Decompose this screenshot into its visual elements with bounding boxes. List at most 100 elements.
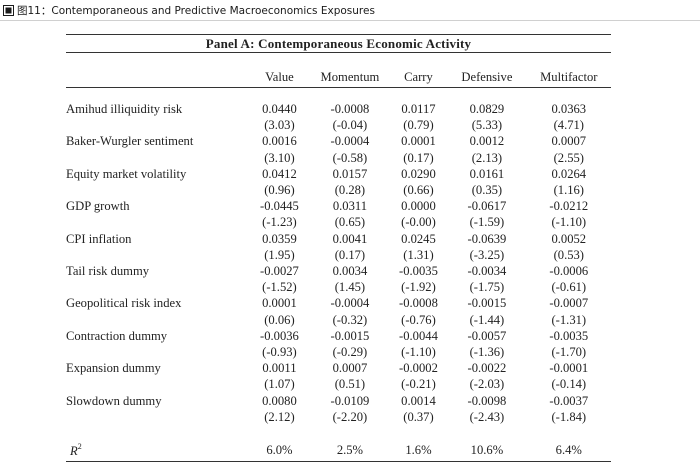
- tstat-cell: (-1.10): [401, 345, 436, 360]
- tstat-cell: (-1.70): [551, 345, 587, 360]
- tstat-row: (1.95) (0.17) (1.31) (-3.25) (0.53): [66, 247, 611, 263]
- coef-cell: -0.0001: [549, 361, 589, 376]
- tstat-cell: (-0.32): [332, 312, 368, 327]
- tstat-label-blank: [66, 182, 249, 198]
- coef-row: Tail risk dummy -0.0027 0.0034 -0.0035 -0.00…: [66, 263, 611, 279]
- row-label: CPI inflation: [66, 231, 132, 246]
- tstat-label-blank: [66, 312, 249, 328]
- spacer-row: [66, 425, 611, 438]
- coef-cell: -0.0022: [467, 361, 507, 376]
- coef-cell: -0.0109: [330, 393, 370, 408]
- panel-title: Panel A: Contemporaneous Economic Activi…: [66, 34, 611, 53]
- coef-cell: 0.0264: [551, 166, 587, 181]
- tstat-cell: (2.12): [264, 409, 295, 424]
- figure-title: 图11：Contemporaneous and Predictive Macro…: [17, 4, 375, 17]
- coef-cell: -0.0037: [549, 393, 589, 408]
- tstat-cell: (-1.31): [551, 312, 587, 327]
- coef-cell: 0.0161: [469, 166, 505, 181]
- coef-cell: 0.0440: [262, 102, 297, 116]
- coef-cell: -0.0035: [549, 328, 589, 343]
- coef-cell: -0.0027: [260, 264, 299, 279]
- tstat-cell: (5.33): [471, 118, 503, 133]
- r-squared-cell: 6.4%: [555, 442, 582, 457]
- tstat-cell: (0.65): [334, 215, 366, 230]
- tstat-row: (2.12) (-2.20) (0.37) (-2.43) (-1.84): [66, 409, 611, 425]
- tstat-cell: (-1.75): [469, 280, 505, 295]
- row-label: Equity market volatility: [66, 166, 187, 181]
- coef-cell: -0.0008: [330, 102, 370, 116]
- tstat-row: (-1.52) (1.45) (-1.92) (-1.75) (-0.61): [66, 279, 611, 295]
- tstat-cell: (1.95): [264, 247, 295, 262]
- tstat-cell: (4.71): [553, 118, 585, 133]
- coef-cell: 0.0007: [332, 361, 368, 376]
- tstat-cell: (-1.44): [469, 312, 505, 327]
- coef-row: Geopolitical risk index 0.0001 -0.0004 -0.0…: [66, 295, 611, 311]
- tstat-row: (3.03) (-0.04) (0.79) (5.33) (4.71): [66, 117, 611, 133]
- tstat-row: (-1.23) (0.65) (-0.00) (-1.59) (-1.10): [66, 214, 611, 230]
- tstat-cell: (3.03): [264, 118, 295, 133]
- tstat-cell: (-1.23): [262, 215, 297, 230]
- coef-cell: 0.0001: [262, 296, 297, 311]
- coef-cell: 0.0080: [262, 393, 297, 408]
- tstat-cell: (0.35): [471, 183, 503, 198]
- tstat-cell: (-0.04): [332, 118, 368, 133]
- tstat-cell: (-1.52): [262, 280, 297, 295]
- tstat-cell: (1.16): [553, 183, 585, 198]
- coef-cell: 0.0011: [262, 361, 297, 376]
- row-label: GDP growth: [66, 199, 130, 214]
- tstat-cell: (0.06): [264, 312, 295, 327]
- coef-cell: -0.0007: [549, 296, 589, 311]
- tstat-label-blank: [66, 376, 249, 392]
- coef-cell: 0.0034: [332, 264, 368, 279]
- tstat-row: (0.96) (0.28) (0.66) (0.35) (1.16): [66, 182, 611, 198]
- tstat-cell: (-0.14): [551, 377, 587, 392]
- coef-cell: -0.0015: [467, 296, 507, 311]
- column-header: Carry: [404, 70, 433, 84]
- r-squared-exponent: 2: [77, 442, 82, 452]
- coef-cell: -0.0004: [330, 134, 370, 149]
- tstat-cell: (0.37): [403, 409, 434, 424]
- tstat-cell: (-0.76): [401, 312, 436, 327]
- coef-cell: 0.0041: [332, 231, 368, 246]
- tstat-cell: (-0.21): [401, 377, 436, 392]
- column-header: Defensive: [461, 70, 513, 84]
- coef-cell: -0.0002: [399, 361, 438, 376]
- tstat-label-blank: [66, 247, 249, 263]
- column-header: Momentum: [320, 70, 380, 84]
- row-label: Contraction dummy: [66, 328, 168, 343]
- row-label: Expansion dummy: [66, 361, 161, 376]
- coef-row: Slowdown dummy 0.0080 -0.0109 0.0014 -0.0098…: [66, 393, 611, 409]
- tstat-label-blank: [66, 214, 249, 230]
- tstat-cell: (0.53): [553, 247, 585, 262]
- tstat-label-blank: [66, 279, 249, 295]
- tstat-cell: (0.79): [403, 118, 434, 133]
- r-squared-row: R2 6.0% 2.5% 1.6% 10.6% 6.4%: [66, 438, 611, 462]
- r-squared-label: R2: [66, 438, 249, 462]
- coef-cell: -0.0057: [467, 328, 507, 343]
- coef-cell: 0.0290: [401, 166, 436, 181]
- coef-cell: -0.0036: [260, 328, 299, 343]
- coef-cell: -0.0098: [467, 393, 507, 408]
- tstat-label-blank: [66, 150, 249, 166]
- tstat-cell: (-2.03): [469, 377, 505, 392]
- tstat-cell: (-0.58): [332, 150, 368, 165]
- tstat-cell: (1.07): [264, 377, 295, 392]
- panel-a: Panel A: Contemporaneous Economic Activi…: [66, 34, 611, 462]
- row-label: Tail risk dummy: [66, 264, 150, 279]
- tstat-cell: (-1.92): [401, 280, 436, 295]
- coef-cell: -0.0639: [467, 231, 507, 246]
- coef-cell: 0.0052: [551, 231, 587, 246]
- coef-row: CPI inflation 0.0359 0.0041 0.0245 -0.0639 0.…: [66, 231, 611, 247]
- coef-cell: 0.0014: [401, 393, 436, 408]
- tstat-cell: (2.55): [553, 150, 585, 165]
- coef-cell: 0.0245: [401, 231, 436, 246]
- coef-cell: -0.0008: [399, 296, 438, 311]
- table-body: Amihud illiquidity risk 0.0440 -0.0008 0.01…: [66, 88, 611, 462]
- header-row: Value Momentum Carry Defensive Multifact…: [66, 67, 611, 88]
- coef-cell: -0.0212: [549, 199, 589, 214]
- coef-cell: -0.0006: [549, 264, 589, 279]
- tstat-cell: (-1.84): [551, 409, 587, 424]
- coef-row: Baker-Wurgler sentiment 0.0016 -0.0004 0.00…: [66, 133, 611, 149]
- coef-cell: -0.0015: [330, 328, 370, 343]
- tstat-cell: (-0.93): [262, 345, 297, 360]
